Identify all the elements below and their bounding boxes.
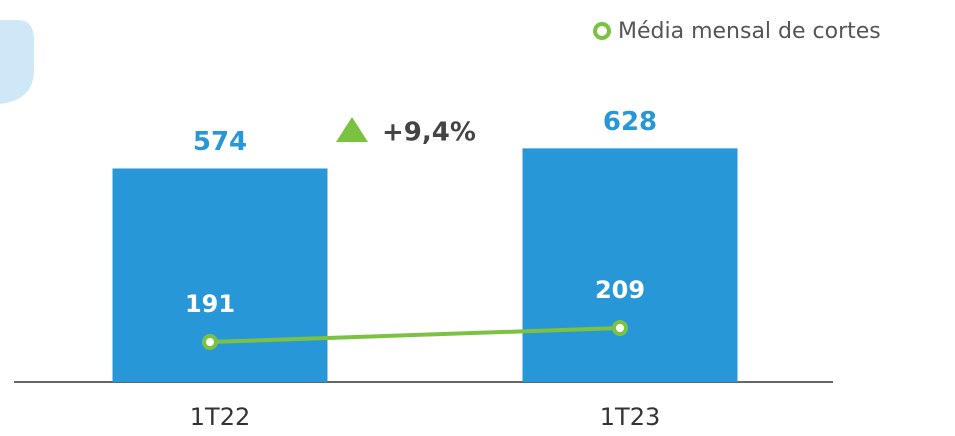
decoration	[0, 20, 34, 104]
legend-label: Média mensal de cortes	[618, 19, 881, 44]
line-value-label: 191	[185, 290, 235, 318]
legend-marker	[593, 22, 611, 40]
bar-value-label: 574	[193, 127, 247, 157]
x-tick-label: 1T23	[600, 403, 660, 431]
bar-value-label: 628	[603, 107, 657, 137]
line	[209, 325, 621, 345]
line-point	[202, 334, 218, 351]
line-value-label: 209	[595, 276, 645, 304]
annotation-arrow	[336, 117, 368, 142]
annotation: +9,4%	[382, 118, 476, 148]
bar	[522, 148, 738, 382]
bar	[112, 168, 328, 382]
x-tick-label: 1T22	[190, 403, 250, 431]
line-point	[612, 319, 628, 336]
